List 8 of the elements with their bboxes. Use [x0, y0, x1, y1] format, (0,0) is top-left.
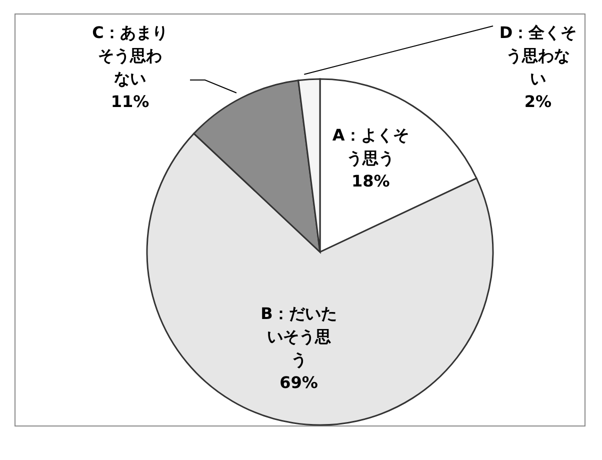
- data-label: 18%: [351, 172, 390, 191]
- data-label: 69%: [280, 373, 318, 392]
- slice-label: A：よくそう思う: [332, 126, 409, 168]
- data-label: 2%: [524, 92, 552, 112]
- slice-label: D：全くそう思わない: [499, 23, 577, 88]
- slice-label: B：だいたいそう思う: [260, 304, 337, 370]
- data-label: 11%: [110, 92, 150, 112]
- slice-label: C：あまりそう思わない: [92, 23, 168, 88]
